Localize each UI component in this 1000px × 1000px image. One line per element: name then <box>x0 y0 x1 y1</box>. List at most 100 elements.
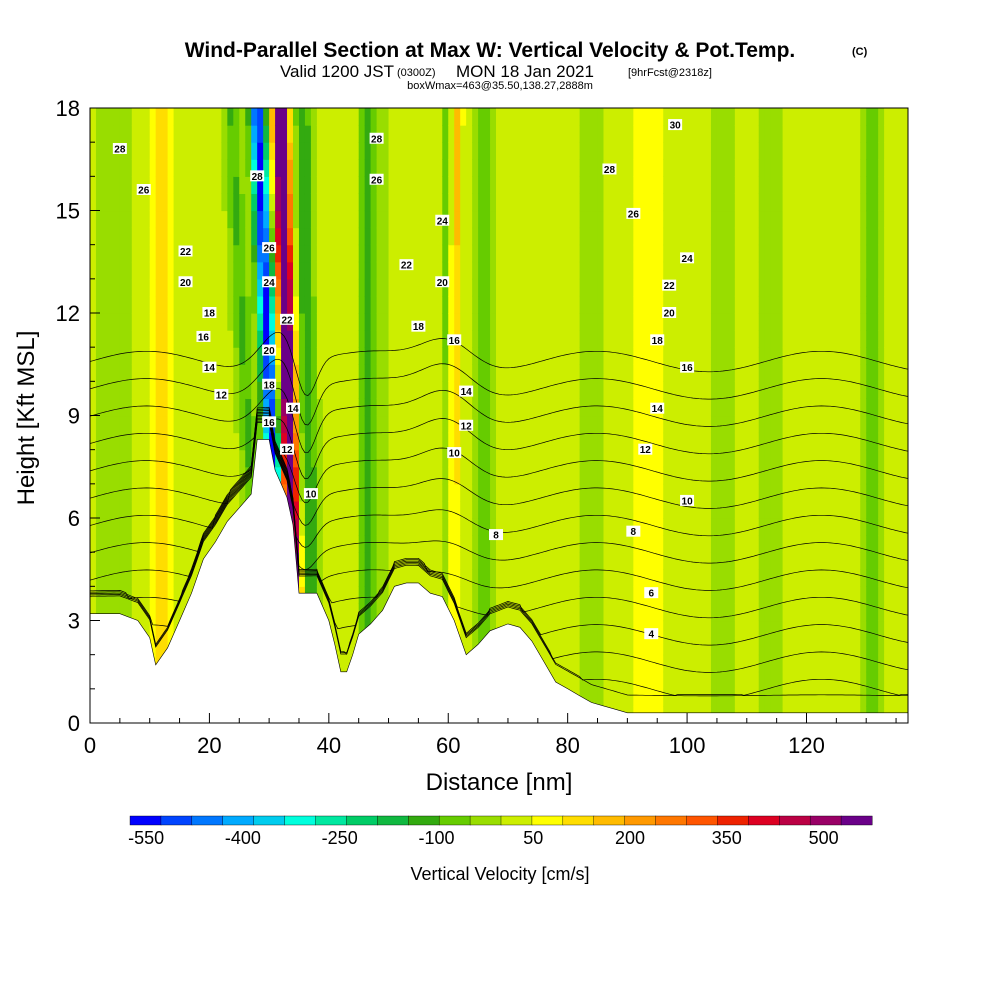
w-cell <box>394 330 402 348</box>
w-cell <box>543 381 551 400</box>
w-cell <box>161 449 169 468</box>
w-cell <box>884 569 891 587</box>
w-cell <box>585 671 593 690</box>
w-cell <box>513 176 521 195</box>
w-cell <box>352 278 360 297</box>
w-cell <box>585 466 593 485</box>
w-cell <box>675 193 682 212</box>
w-cell <box>758 586 766 605</box>
w-cell <box>179 535 187 553</box>
w-cell <box>758 466 766 485</box>
w-cell <box>143 210 151 229</box>
w-cell <box>328 364 336 382</box>
w-cell <box>537 449 545 468</box>
w-cell <box>125 552 133 570</box>
w-cell <box>310 159 318 177</box>
w-cell <box>400 500 408 519</box>
w-cell <box>394 176 402 195</box>
w-cell <box>639 569 646 587</box>
w-cell <box>699 688 706 707</box>
w-cell <box>830 210 837 229</box>
w-cell <box>424 347 431 365</box>
theta-contour <box>90 413 908 571</box>
w-cell <box>830 295 837 314</box>
w-cell <box>119 125 127 143</box>
w-cell <box>394 227 402 246</box>
w-cell <box>561 500 569 519</box>
w-cell <box>800 518 808 536</box>
w-cell <box>734 569 742 587</box>
w-cell <box>746 466 754 485</box>
w-cell <box>722 227 730 246</box>
w-cell <box>400 535 408 553</box>
w-cell <box>645 518 652 536</box>
w-cell <box>436 261 443 280</box>
w-cell <box>90 449 97 468</box>
w-cell <box>621 569 628 587</box>
w-cell <box>418 176 425 195</box>
w-cell <box>651 159 658 177</box>
w-cell <box>370 176 378 195</box>
w-cell <box>675 398 682 417</box>
w-cell <box>179 261 187 280</box>
w-cell <box>746 313 754 331</box>
w-cell <box>251 244 258 263</box>
w-cell <box>752 552 760 570</box>
w-cell <box>167 518 175 536</box>
w-cell <box>585 244 593 263</box>
w-cell <box>257 330 264 348</box>
w-cell <box>764 500 772 519</box>
w-cell <box>890 586 897 605</box>
w-cell <box>287 364 294 382</box>
w-cell <box>633 108 640 126</box>
w-cell <box>710 244 718 263</box>
w-cell <box>890 620 897 639</box>
w-cell <box>418 449 425 468</box>
w-cell <box>293 500 300 519</box>
w-cell <box>615 244 622 263</box>
w-cell <box>185 125 193 143</box>
w-cell <box>531 125 539 143</box>
w-cell <box>233 227 240 246</box>
w-cell <box>848 466 855 485</box>
w-cell <box>90 108 97 126</box>
w-cell <box>567 330 575 348</box>
w-cell <box>716 569 724 587</box>
w-cell <box>699 142 706 160</box>
w-cell <box>728 125 736 143</box>
w-cell <box>346 364 354 382</box>
w-cell <box>287 330 294 348</box>
w-cell <box>328 261 336 280</box>
w-cell <box>884 620 891 639</box>
w-cell <box>460 193 467 212</box>
w-cell <box>310 278 318 297</box>
w-cell <box>902 244 908 263</box>
w-cell <box>896 142 903 160</box>
w-cell <box>239 364 246 382</box>
w-cell <box>639 535 646 553</box>
w-cell <box>860 313 867 331</box>
w-cell <box>173 535 181 553</box>
w-cell <box>687 227 694 246</box>
w-cell <box>746 347 754 365</box>
w-cell <box>657 518 664 536</box>
w-cell <box>251 278 258 297</box>
w-cell <box>394 244 402 263</box>
w-cell <box>484 500 491 519</box>
w-cell <box>448 244 455 263</box>
w-cell <box>567 125 575 143</box>
w-cell <box>370 483 378 502</box>
w-cell <box>376 330 384 348</box>
w-cell <box>687 688 694 707</box>
w-cell <box>710 295 718 314</box>
contour-label: 24 <box>262 276 277 289</box>
w-cell <box>681 688 688 707</box>
w-cell <box>621 295 628 314</box>
w-cell <box>872 261 879 280</box>
w-cell <box>561 193 569 212</box>
w-cell <box>364 364 372 382</box>
w-cell <box>663 586 670 605</box>
w-cell <box>848 381 855 400</box>
w-cell <box>567 261 575 280</box>
w-cell <box>752 210 760 229</box>
